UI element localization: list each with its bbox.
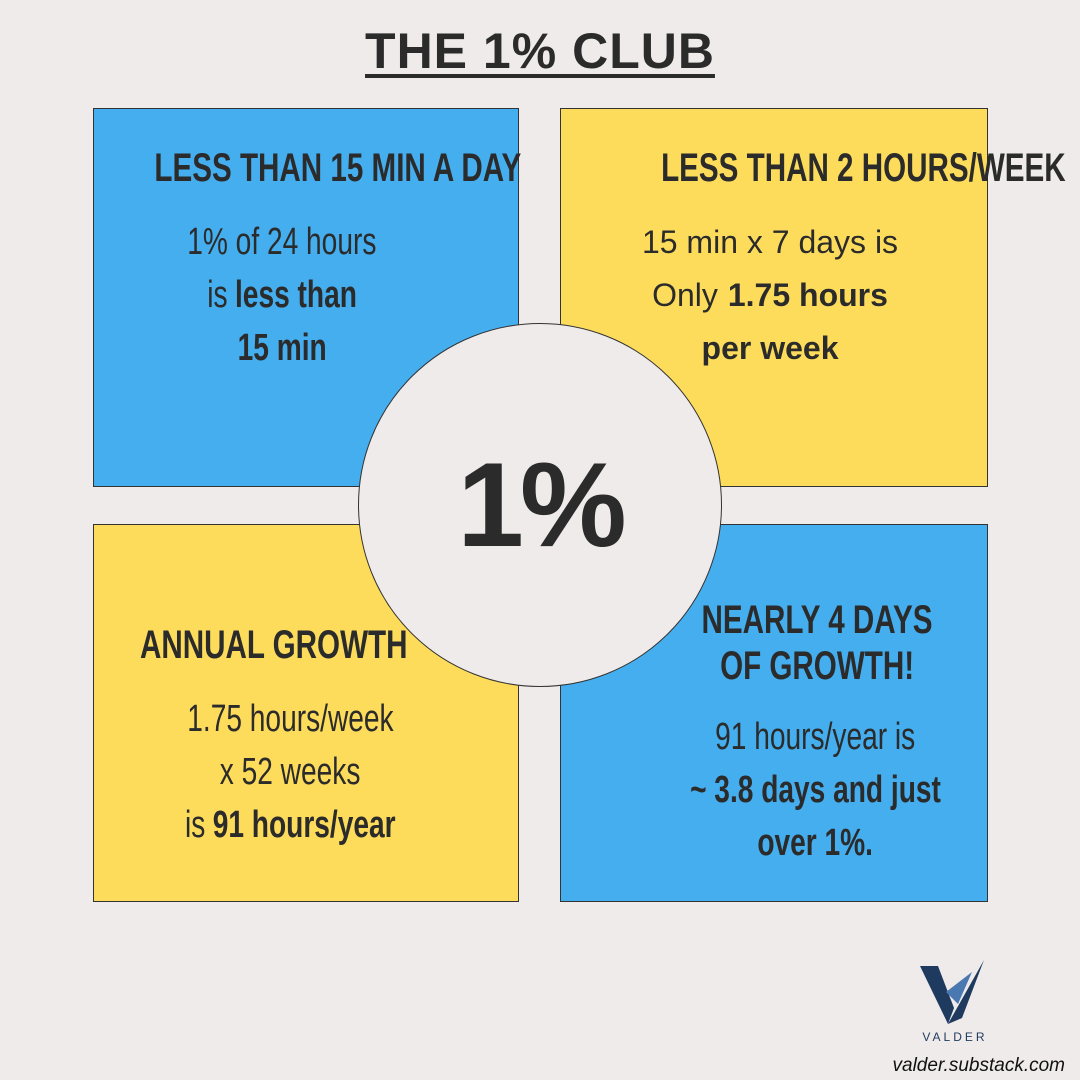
body-bold: 15 min bbox=[237, 327, 327, 369]
url: valder.substack.com bbox=[892, 1055, 1065, 1076]
quadrant-body: 91 hours/year is ~ 3.8 days and just ove… bbox=[625, 711, 1005, 870]
body-text: is bbox=[184, 804, 206, 846]
body-bold: ~ 3.8 days and just bbox=[689, 769, 941, 811]
body-text: 1.75 hours/week bbox=[186, 698, 394, 740]
quadrant-body: 1% of 24 hours is less than 15 min bbox=[100, 216, 464, 375]
body-bold: 91 hours/year bbox=[212, 804, 396, 846]
body-bold: per week bbox=[701, 330, 839, 366]
body-bold: over 1%. bbox=[757, 822, 873, 864]
body-text: 1% of 24 hours bbox=[187, 221, 377, 263]
quadrant-title: LESS THAN 2 HOURS/WEEK bbox=[661, 146, 1066, 190]
title-text: THE 1% CLUB bbox=[365, 23, 715, 79]
logo-right bbox=[948, 960, 984, 1024]
quadrant-text: ANNUAL GROWTH bbox=[93, 622, 433, 668]
center-circle: 1% bbox=[358, 323, 722, 687]
quadrant-title: OF GROWTH! bbox=[719, 644, 914, 688]
quadrant-body: 15 min x 7 days is Only 1.75 hours per we… bbox=[590, 216, 950, 375]
quadrant-title: NEARLY 4 DAYS bbox=[701, 598, 933, 642]
logo-accent bbox=[946, 972, 972, 1004]
quadrant-body: 1.75 hours/week x 52 weeks is 91 hours/ye… bbox=[110, 693, 470, 852]
quadrant-text: LESS THAN 15 MIN A DAY bbox=[90, 145, 521, 191]
logo bbox=[920, 960, 984, 1024]
body-text: is bbox=[207, 274, 228, 316]
quadrant-text: LESS THAN 2 HOURS/WEEK bbox=[590, 145, 1066, 191]
body-text: 15 min x 7 days is bbox=[641, 224, 899, 260]
brand-name: VALDER bbox=[922, 1030, 988, 1044]
center-label: 1% bbox=[457, 438, 626, 572]
title: THE 1% CLUB bbox=[0, 22, 1080, 80]
body-text: x 52 weeks bbox=[219, 751, 361, 793]
quadrant-text: NEARLY 4 DAYS OF GROWTH! bbox=[637, 597, 997, 689]
body-bold: 1.75 hours bbox=[727, 277, 888, 313]
body-text: 91 hours/year is bbox=[714, 716, 916, 758]
body-bold: less than bbox=[234, 274, 357, 316]
logo-left bbox=[920, 966, 954, 1024]
quadrant-title: ANNUAL GROWTH bbox=[139, 623, 408, 667]
body-text: Only bbox=[652, 277, 718, 313]
quadrant-title: LESS THAN 15 MIN A DAY bbox=[154, 146, 522, 190]
